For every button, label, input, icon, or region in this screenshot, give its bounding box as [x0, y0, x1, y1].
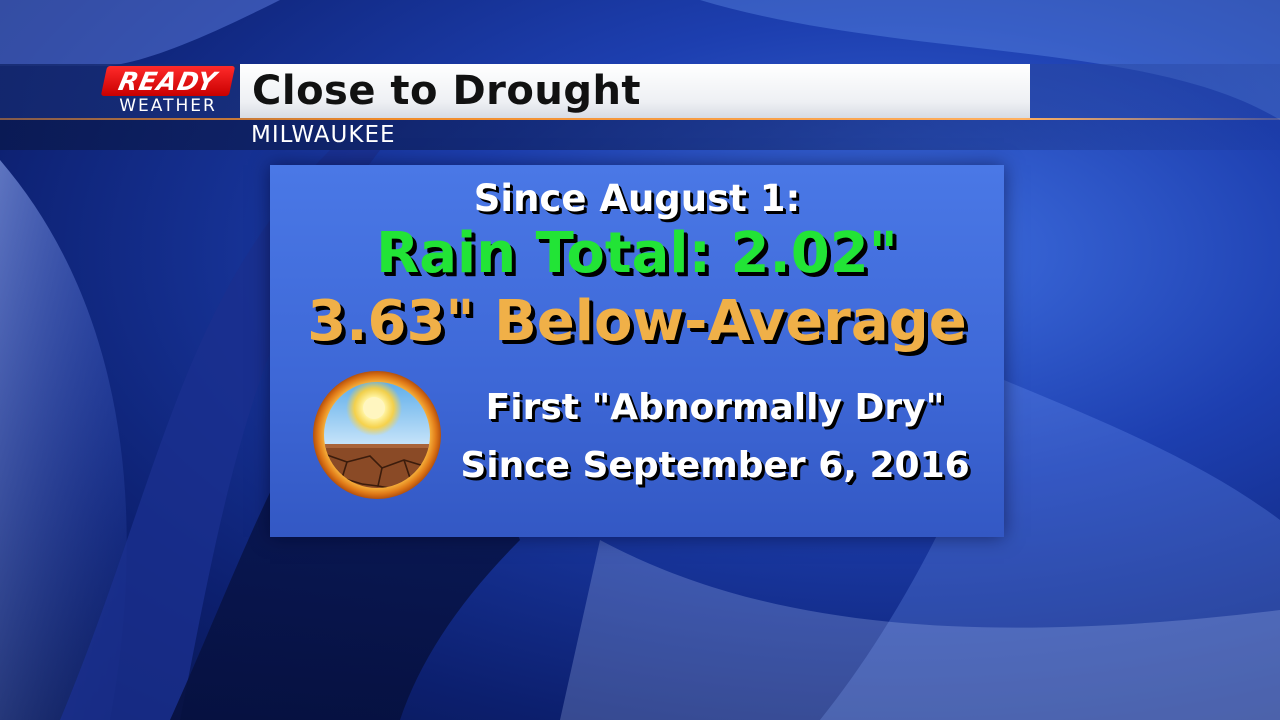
logo-ready-text: READY — [116, 66, 220, 96]
abnormally-dry-icon — [313, 371, 441, 499]
since-september-text: Since September 6, 2016 — [460, 445, 970, 486]
logo-ready-badge: READY — [100, 66, 236, 96]
rain-total-text: Rain Total: 2.02" — [376, 221, 898, 286]
title-bar: Close to Drought — [240, 64, 1030, 118]
ready-weather-logo: READY WEATHER — [100, 66, 236, 116]
logo-weather-text: WEATHER — [119, 96, 217, 116]
below-average-text: 3.63" Below-Average — [307, 289, 967, 354]
page-title: Close to Drought — [252, 68, 642, 114]
location-label: MILWAUKEE — [251, 122, 396, 148]
info-panel: Since August 1: Rain Total: 2.02" 3.63" … — [270, 165, 1004, 537]
abnormally-dry-text: First "Abnormally Dry" — [485, 387, 945, 428]
location-strip — [0, 120, 1280, 150]
header-divider — [0, 118, 1280, 120]
since-date-heading: Since August 1: — [473, 177, 801, 220]
